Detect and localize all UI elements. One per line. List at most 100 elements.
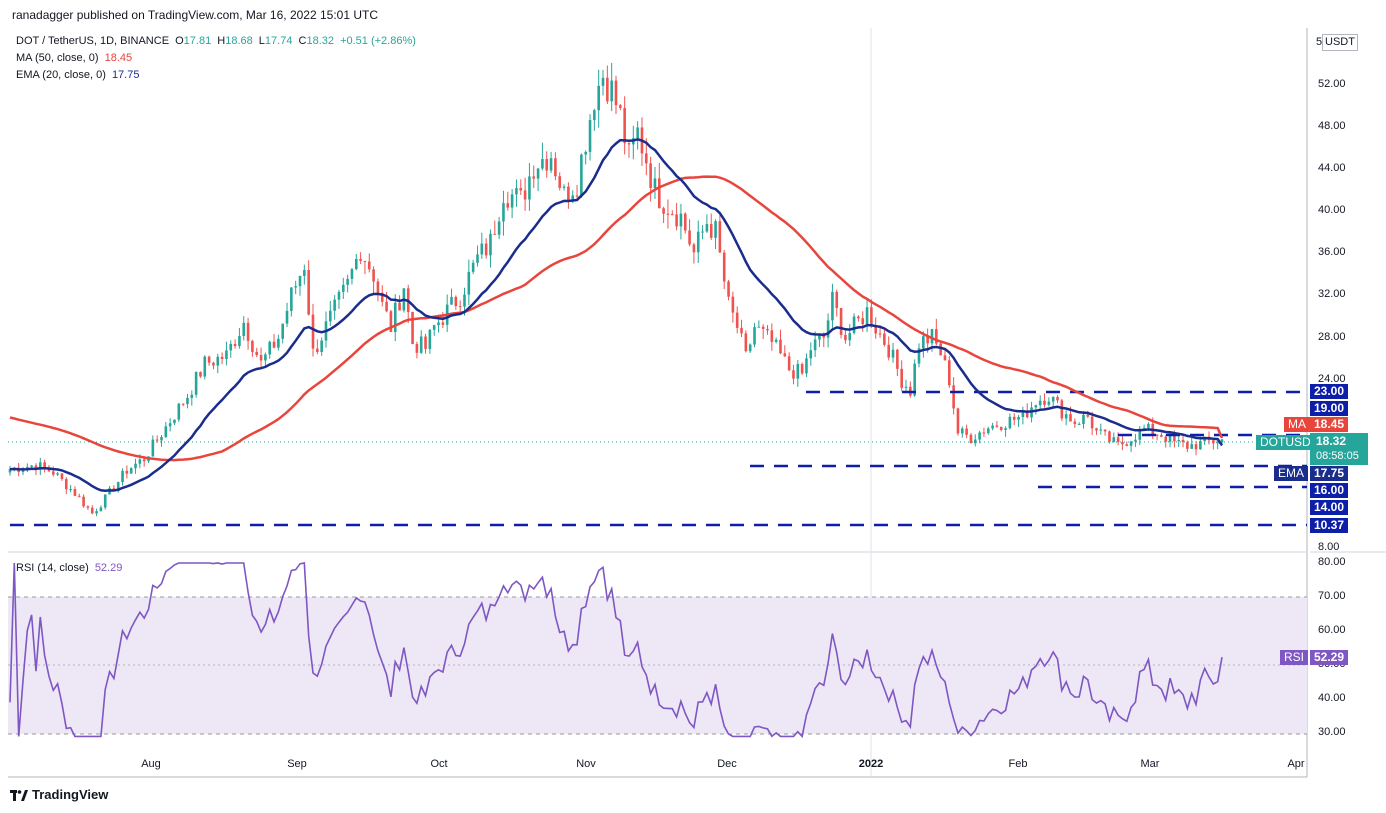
candle-down[interactable] xyxy=(744,333,748,352)
candle-down[interactable] xyxy=(454,296,458,307)
candle-up[interactable] xyxy=(930,329,934,344)
candle-down[interactable] xyxy=(380,292,384,302)
candle-down[interactable] xyxy=(666,213,670,215)
candle-down[interactable] xyxy=(316,348,319,352)
candle-down[interactable] xyxy=(1073,421,1077,425)
candle-down[interactable] xyxy=(199,372,202,377)
candle-up[interactable] xyxy=(277,338,280,348)
candle-up[interactable] xyxy=(891,349,895,358)
candle-up[interactable] xyxy=(1038,400,1042,406)
candle-down[interactable] xyxy=(77,495,81,497)
candle-up[interactable] xyxy=(8,469,12,473)
candle-up[interactable] xyxy=(913,363,916,396)
candle-up[interactable] xyxy=(1004,428,1007,430)
candle-up[interactable] xyxy=(173,419,176,424)
candle-up[interactable] xyxy=(852,316,856,333)
candle-up[interactable] xyxy=(653,178,657,188)
candle-up[interactable] xyxy=(342,284,345,292)
candle-up[interactable] xyxy=(138,459,142,464)
candle-up[interactable] xyxy=(1051,396,1055,402)
candle-down[interactable] xyxy=(86,506,90,508)
candle-up[interactable] xyxy=(549,158,553,171)
candle-down[interactable] xyxy=(385,301,388,312)
candle-up[interactable] xyxy=(904,386,908,388)
candle-up[interactable] xyxy=(463,294,466,307)
candle-up[interactable] xyxy=(1034,405,1038,408)
candle-down[interactable] xyxy=(878,333,882,335)
candle-down[interactable] xyxy=(220,356,224,360)
candle-down[interactable] xyxy=(965,428,968,435)
candle-up[interactable] xyxy=(190,394,194,398)
candle-up[interactable] xyxy=(1177,439,1181,442)
candle-down[interactable] xyxy=(523,190,527,200)
candle-up[interactable] xyxy=(917,348,921,364)
candle-down[interactable] xyxy=(692,244,696,253)
candle-down[interactable] xyxy=(64,478,68,490)
candle-down[interactable] xyxy=(844,334,847,341)
candle-down[interactable] xyxy=(727,281,730,297)
candle-up[interactable] xyxy=(753,327,756,345)
candle-down[interactable] xyxy=(60,473,64,479)
candle-up[interactable] xyxy=(757,326,761,328)
candle-up[interactable] xyxy=(242,322,246,337)
candle-up[interactable] xyxy=(225,350,228,360)
candle-down[interactable] xyxy=(900,368,903,388)
candle-up[interactable] xyxy=(705,224,709,232)
candle-up[interactable] xyxy=(848,332,852,341)
tradingview-logo[interactable]: TradingView xyxy=(10,787,108,802)
candle-up[interactable] xyxy=(39,462,42,470)
currency-button[interactable]: USDT xyxy=(1322,34,1358,51)
candle-up[interactable] xyxy=(701,231,704,233)
candle-down[interactable] xyxy=(870,307,873,327)
candle-down[interactable] xyxy=(926,336,929,344)
candle-down[interactable] xyxy=(415,343,419,353)
candle-down[interactable] xyxy=(82,496,85,507)
candle-up[interactable] xyxy=(986,428,990,434)
candle-up[interactable] xyxy=(229,343,233,351)
candle-up[interactable] xyxy=(510,194,514,208)
candle-down[interactable] xyxy=(1173,434,1176,442)
candle-up[interactable] xyxy=(865,307,869,325)
candle-up[interactable] xyxy=(290,287,293,311)
candle-up[interactable] xyxy=(467,271,471,295)
candle-down[interactable] xyxy=(255,351,259,356)
candle-down[interactable] xyxy=(792,370,795,379)
candle-up[interactable] xyxy=(601,77,605,86)
candle-down[interactable] xyxy=(709,224,713,238)
candle-down[interactable] xyxy=(943,355,947,361)
candle-up[interactable] xyxy=(818,335,821,340)
candle-up[interactable] xyxy=(593,110,596,121)
candle-up[interactable] xyxy=(588,120,592,152)
candle-up[interactable] xyxy=(346,278,349,285)
candle-up[interactable] xyxy=(809,350,813,359)
candle-up[interactable] xyxy=(329,310,332,322)
candle-down[interactable] xyxy=(1125,444,1129,446)
candle-down[interactable] xyxy=(1056,396,1059,401)
candle-up[interactable] xyxy=(121,470,124,483)
candle-down[interactable] xyxy=(125,470,129,474)
candle-down[interactable] xyxy=(1025,410,1029,418)
candle-up[interactable] xyxy=(714,221,717,238)
candle-down[interactable] xyxy=(770,330,774,342)
candle-up[interactable] xyxy=(129,468,133,474)
candle-down[interactable] xyxy=(567,186,570,202)
candle-up[interactable] xyxy=(571,195,575,202)
candle-down[interactable] xyxy=(740,327,743,334)
candle-down[interactable] xyxy=(90,507,94,514)
candle-up[interactable] xyxy=(679,213,683,227)
candle-down[interactable] xyxy=(939,343,942,356)
candle-down[interactable] xyxy=(1181,439,1185,443)
candle-up[interactable] xyxy=(186,397,189,405)
candle-down[interactable] xyxy=(532,176,536,179)
candle-down[interactable] xyxy=(670,214,674,216)
candle-down[interactable] xyxy=(1164,436,1168,442)
candle-down[interactable] xyxy=(718,221,722,253)
candle-up[interactable] xyxy=(238,336,241,347)
candle-down[interactable] xyxy=(558,176,562,188)
candle-down[interactable] xyxy=(376,281,380,293)
symbol-name[interactable]: DOT / TetherUS, 1D, BINANCE xyxy=(16,35,170,47)
candle-down[interactable] xyxy=(995,425,999,427)
candle-down[interactable] xyxy=(857,316,860,319)
candle-up[interactable] xyxy=(1082,414,1085,424)
candle-down[interactable] xyxy=(731,296,735,313)
